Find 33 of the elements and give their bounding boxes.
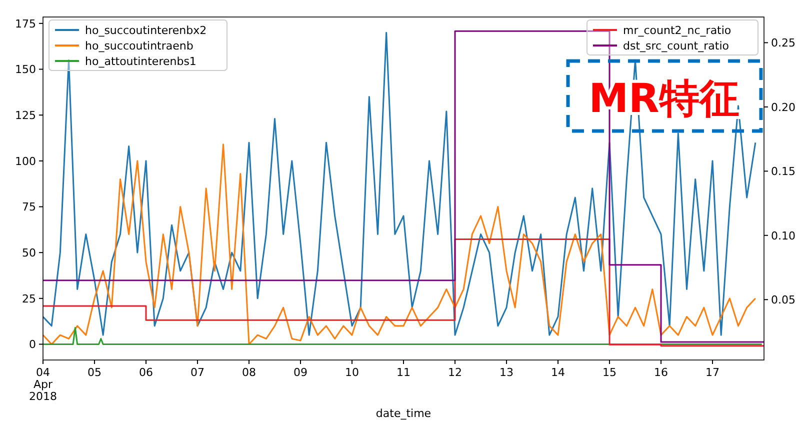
y-tick-label: 125 <box>15 109 36 122</box>
legend-label: ho_attoutinterenbs1 <box>85 55 196 68</box>
x-tick-label: 12 <box>448 366 462 379</box>
y-tick-label: 0 <box>29 338 36 352</box>
y2-tick-label: 0.20 <box>771 100 796 114</box>
y-tick-label: 150 <box>15 63 36 76</box>
y2-tick-label: 0.05 <box>771 294 796 307</box>
x-tick-label: 17 <box>706 366 720 379</box>
x-tick-label: 05 <box>88 366 102 379</box>
x-tick-label: 16 <box>654 366 668 379</box>
x-tick-label: 15 <box>602 366 616 379</box>
legend-label: ho_succoutinterenbx2 <box>85 24 207 37</box>
x-tick-label: 11 <box>396 366 410 379</box>
x-axis-title: date_time <box>376 407 432 420</box>
y-tick-label: 50 <box>22 246 36 260</box>
y-tick-label: 100 <box>15 154 36 168</box>
x-tick-label: 06 <box>139 366 153 379</box>
legend-label: ho_succoutintraenb <box>85 40 194 52</box>
x-tick-label: 09 <box>294 366 308 379</box>
y2-tick-label: 0.10 <box>771 229 796 242</box>
x-tick-label: 14 <box>551 366 565 379</box>
y-tick-label: 75 <box>22 200 36 214</box>
y2-tick-label: 0.15 <box>771 165 796 178</box>
y-tick-label: 25 <box>22 292 36 306</box>
y2-tick-label: 0.25 <box>771 36 796 50</box>
x-tick-label: 04 Apr 2018 <box>29 366 57 403</box>
x-tick-label: 10 <box>345 366 359 379</box>
x-tick-label: 08 <box>242 366 256 379</box>
x-tick-label: 13 <box>500 366 514 379</box>
x-tick-label: 07 <box>190 366 204 379</box>
legend-label: dst_src_count_ratio <box>623 40 730 52</box>
y-tick-label: 175 <box>15 17 36 30</box>
legend-label: mr_count2_nc_ratio <box>623 24 732 37</box>
